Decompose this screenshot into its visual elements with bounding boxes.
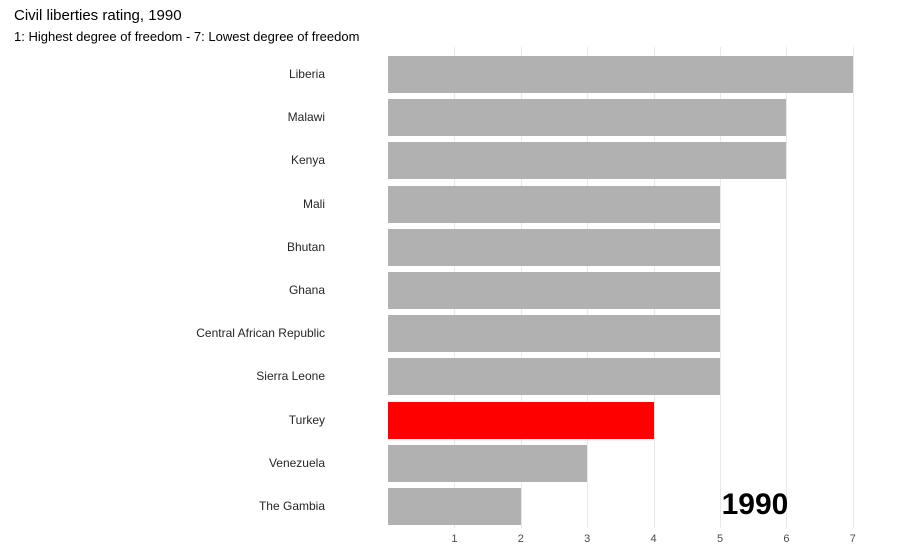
bar-the-gambia xyxy=(388,488,521,525)
category-label: Mali xyxy=(302,196,325,211)
bar-central-african-republic xyxy=(388,315,720,353)
category-label: Bhutan xyxy=(286,239,325,254)
bar-turkey xyxy=(388,401,654,439)
category-label: Sierra Leone xyxy=(256,369,325,384)
category-label: Venezuela xyxy=(268,455,325,470)
bar-ghana xyxy=(388,272,720,309)
bar-sierra-leone xyxy=(388,358,720,396)
x-tick-label-4: 4 xyxy=(650,533,657,545)
bar-liberia xyxy=(388,56,853,93)
category-label: Kenya xyxy=(290,153,325,168)
x-tick-label-3: 3 xyxy=(584,533,591,545)
gridline-6 xyxy=(786,47,788,528)
category-label: Ghana xyxy=(288,283,325,297)
x-tick-label-2: 2 xyxy=(517,533,524,545)
category-label: Central African Republic xyxy=(196,326,325,341)
category-label: Liberia xyxy=(288,67,325,81)
x-tick-label-5: 5 xyxy=(716,533,724,545)
gridline-7 xyxy=(852,47,854,528)
chart-subtitle: 1: Highest degree of freedom - 7: Lowest… xyxy=(14,29,360,44)
category-label: The Gambia xyxy=(258,499,325,513)
category-label: Malawi xyxy=(287,110,325,125)
category-label: Turkey xyxy=(288,412,325,427)
bar-kenya xyxy=(388,142,787,180)
x-tick-label-1: 1 xyxy=(451,533,458,545)
bar-mali xyxy=(388,185,720,223)
bar-venezuela xyxy=(388,444,588,482)
x-tick-label-6: 6 xyxy=(783,533,790,545)
gridline-5 xyxy=(720,47,721,528)
chart-title: Civil liberties rating, 1990 xyxy=(14,7,182,24)
bar-bhutan xyxy=(388,228,720,266)
x-tick-label-7: 7 xyxy=(849,533,856,545)
bar-malawi xyxy=(388,99,787,137)
year-watermark: 1990 xyxy=(721,488,789,521)
